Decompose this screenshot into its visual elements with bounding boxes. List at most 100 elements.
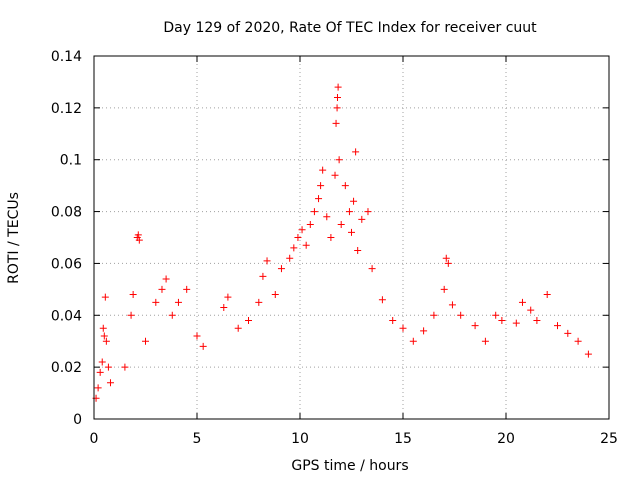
data-point — [127, 311, 135, 319]
data-point — [224, 293, 232, 301]
axis-ticks: 0 5 10 15 20 25 0 0.02 0.04 0.06 0.08 0.1 0.12 0.14 — [51, 49, 618, 447]
data-point — [294, 234, 302, 241]
data-point — [574, 337, 582, 345]
data-point — [298, 226, 306, 234]
data-point — [327, 234, 335, 241]
data-point — [430, 311, 438, 319]
data-point — [255, 298, 263, 306]
data-point — [106, 379, 114, 387]
y-tick-label: 0.12 — [51, 101, 82, 117]
data-point — [527, 306, 535, 314]
data-point — [333, 93, 341, 101]
data-point — [310, 208, 318, 216]
data-point — [183, 285, 191, 293]
data-point — [354, 246, 362, 254]
data-point — [306, 221, 314, 229]
data-point — [350, 197, 358, 205]
data-point — [174, 298, 182, 306]
data-point — [420, 327, 428, 335]
data-point — [100, 332, 108, 340]
data-point — [512, 319, 520, 327]
data-point — [331, 171, 339, 179]
data-point — [399, 324, 407, 332]
data-point — [533, 316, 541, 324]
data-point — [245, 316, 252, 324]
data-point — [101, 293, 109, 301]
y-tick-label: 0.08 — [51, 205, 82, 221]
chart-title: Day 129 of 2020, Rate Of TEC Index for r… — [163, 20, 537, 36]
data-point — [259, 272, 267, 280]
data-point — [364, 208, 372, 216]
data-point — [358, 215, 366, 223]
x-tick-label: 0 — [90, 431, 99, 447]
data-point — [302, 241, 310, 249]
data-point — [492, 311, 500, 319]
data-point — [471, 322, 479, 330]
data-point — [348, 228, 355, 236]
y-tick-label: 0.06 — [51, 256, 82, 272]
data-point — [337, 221, 345, 229]
data-point — [334, 83, 342, 91]
data-point — [234, 324, 242, 332]
data-point — [554, 322, 561, 330]
data-point — [220, 304, 228, 312]
data-point — [96, 368, 104, 376]
data-point — [368, 265, 376, 273]
data-point — [315, 195, 323, 203]
x-axis-label: GPS time / hours — [291, 458, 408, 474]
data-point — [457, 311, 465, 319]
data-point — [104, 363, 112, 371]
data-point — [448, 301, 456, 309]
data-point — [102, 337, 110, 345]
data-point — [333, 104, 341, 112]
x-tick-label: 15 — [394, 431, 412, 447]
y-tick-label: 0 — [73, 412, 82, 428]
data-point — [168, 311, 176, 319]
data-point — [277, 265, 285, 273]
data-points — [92, 83, 592, 402]
data-point — [335, 156, 343, 164]
data-point — [352, 148, 360, 156]
data-point — [543, 291, 551, 299]
data-point — [142, 337, 149, 345]
data-point — [121, 363, 129, 371]
data-point — [518, 298, 526, 306]
data-point — [271, 291, 279, 299]
data-point — [193, 332, 201, 340]
data-point — [440, 285, 448, 293]
data-point — [129, 291, 137, 299]
data-point — [98, 358, 106, 366]
data-point — [341, 182, 349, 190]
data-point — [498, 316, 506, 324]
data-point — [564, 329, 572, 337]
y-tick-label: 0.14 — [51, 49, 82, 65]
data-point — [162, 275, 170, 283]
data-point — [263, 257, 271, 265]
data-point — [134, 231, 142, 239]
data-point — [409, 337, 417, 345]
x-tick-label: 20 — [497, 431, 515, 447]
data-point — [481, 337, 489, 345]
data-point — [286, 254, 294, 262]
data-point — [152, 298, 160, 306]
x-tick-label: 25 — [600, 431, 618, 447]
data-point — [158, 285, 166, 293]
y-tick-label: 0.02 — [51, 360, 82, 376]
data-point — [345, 208, 353, 216]
grid-lines — [94, 56, 609, 419]
y-axis-label: ROTI / TECUs — [6, 192, 22, 284]
y-tick-label: 0.04 — [51, 308, 82, 324]
data-point — [135, 236, 143, 244]
x-tick-label: 5 — [193, 431, 202, 447]
data-point — [319, 166, 327, 174]
plot-frame — [93, 55, 610, 420]
data-point — [389, 316, 397, 324]
data-point — [442, 254, 450, 262]
data-point — [332, 119, 340, 127]
data-point — [199, 342, 207, 350]
data-point — [378, 296, 386, 304]
y-tick-label: 0.1 — [60, 153, 82, 169]
data-point — [94, 384, 102, 392]
x-tick-label: 10 — [291, 431, 309, 447]
